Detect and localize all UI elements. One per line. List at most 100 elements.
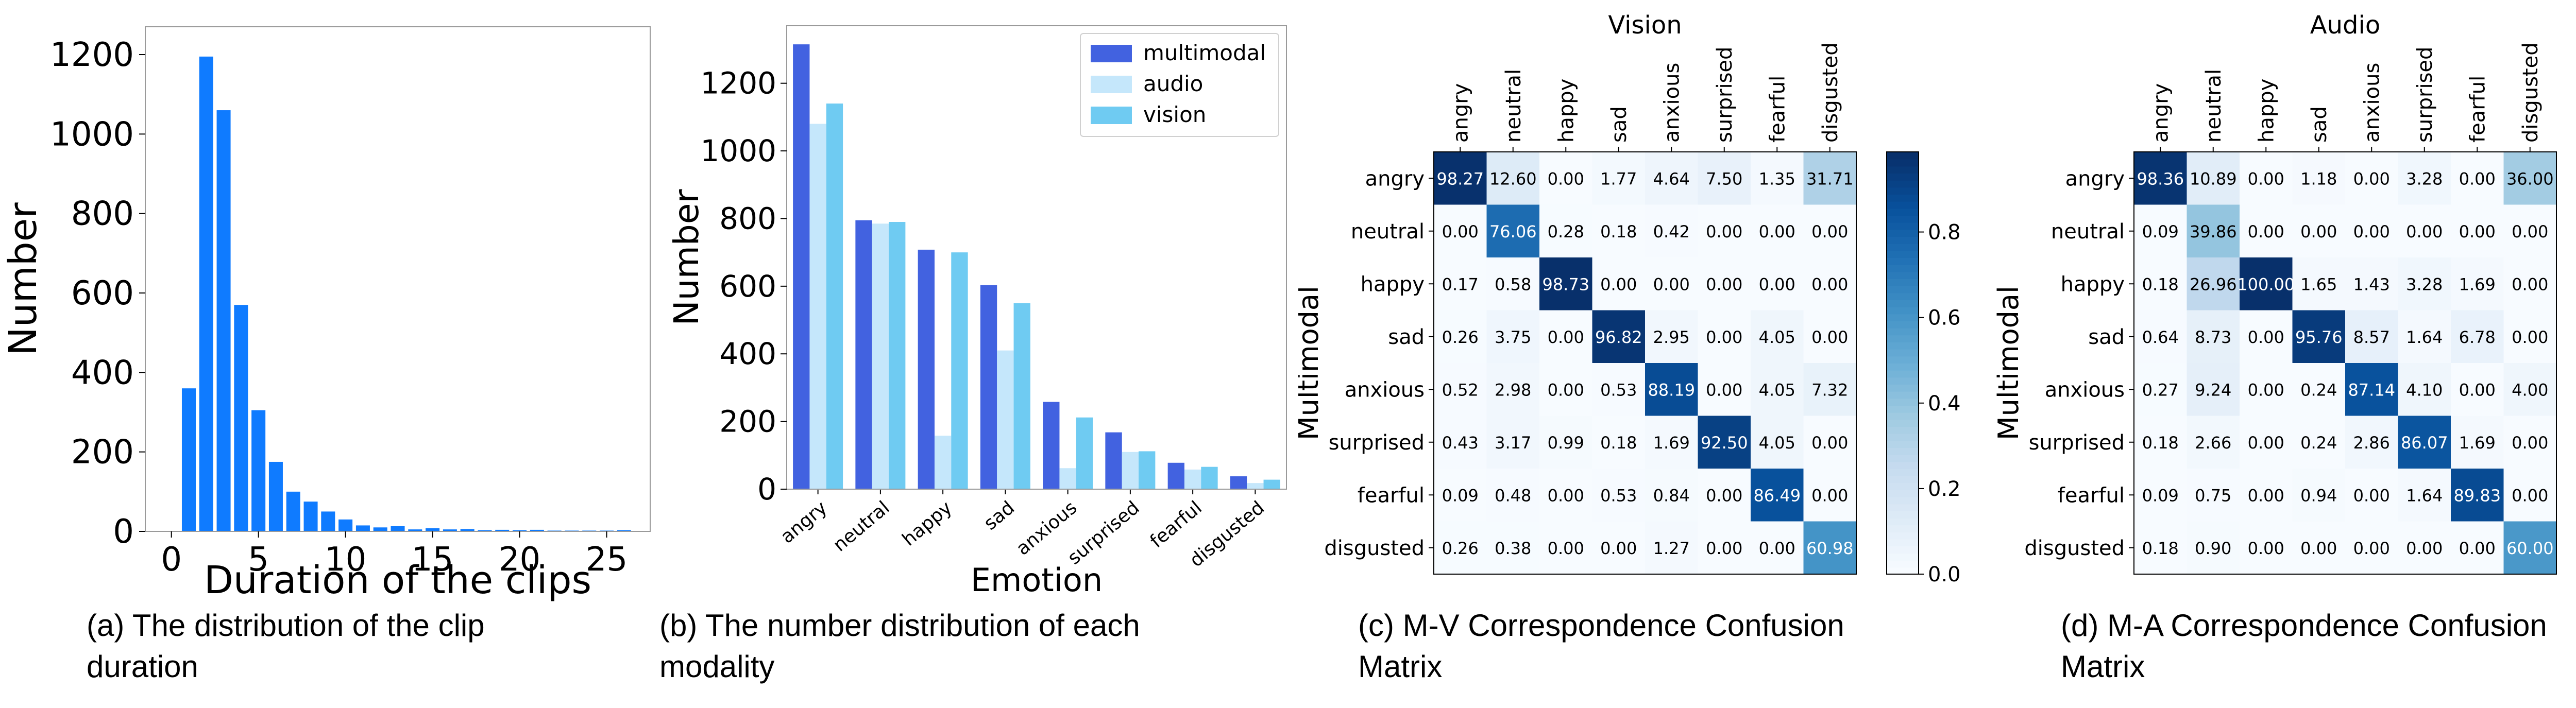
cell-value: 0.00: [1600, 274, 1637, 294]
row-label: sad: [1388, 325, 1425, 349]
matrix-cell: [2292, 416, 2345, 469]
bar-vision: [1201, 467, 1218, 489]
col-label: neutral: [1502, 69, 1526, 143]
histogram-bar: [268, 461, 283, 531]
cell-value: 0.00: [2353, 486, 2390, 505]
matrix-cell: [1592, 363, 1645, 416]
cell-value: 0.53: [1600, 380, 1637, 400]
bar-multimodal: [855, 220, 872, 490]
matrix-cell: [2345, 469, 2398, 522]
matrix-cell: [1434, 416, 1487, 469]
matrix-cell: [2187, 416, 2240, 469]
y-axis-label: Number: [667, 189, 706, 326]
col-label: disgusted: [2519, 42, 2543, 143]
row-label: surprised: [1329, 431, 1425, 455]
colorbar-segment: [1887, 187, 1919, 195]
col-label: neutral: [2202, 69, 2226, 143]
cell-value: 0.00: [1548, 486, 1584, 505]
matrix-cell: [2503, 204, 2556, 257]
matrix-cell: [2240, 363, 2293, 416]
matrix-cell: [1539, 521, 1592, 574]
cell-value: 0.00: [1706, 539, 1742, 558]
matrix-cell: [1645, 363, 1698, 416]
matrix-cell: [2503, 257, 2556, 310]
cell-value: 0.09: [2142, 222, 2179, 241]
matrix-cell: [1751, 363, 1804, 416]
colorbar-segment: [1887, 264, 1919, 272]
legend-label-vision: vision: [1143, 102, 1206, 127]
row-label: disgusted: [1324, 537, 1425, 560]
colorbar-segment: [1887, 546, 1919, 554]
cell-value: 3.75: [1495, 327, 1531, 347]
x-tick-label: 5: [248, 541, 269, 579]
matrix-cell: [1803, 469, 1856, 522]
matrix-cell: [1486, 363, 1539, 416]
cell-value: 0.00: [2512, 486, 2548, 505]
cell-value: 0.00: [2248, 486, 2284, 505]
matrix-cell: [1803, 521, 1856, 574]
colorbar-segment: [1887, 314, 1919, 321]
col-label: fearful: [1766, 76, 1789, 143]
colorbar-segment: [1887, 208, 1919, 216]
y-tick-label: 200: [719, 404, 776, 439]
y-tick-label: 600: [71, 274, 134, 313]
colorbar-segment: [1887, 250, 1919, 258]
colorbar-tick-label: 0.0: [1928, 563, 1961, 586]
histogram-bar: [443, 529, 457, 531]
cell-value: 0.00: [1706, 380, 1742, 400]
col-label: surprised: [2413, 47, 2437, 143]
cell-value: 0.00: [1548, 327, 1584, 347]
cell-value: 12.60: [1489, 169, 1537, 188]
histogram-bar: [391, 526, 405, 531]
x-tick-label: 25: [586, 541, 628, 579]
colorbar-segment: [1887, 300, 1919, 307]
matrix-cell: [2345, 521, 2398, 574]
cell-value: 0.43: [1442, 433, 1479, 453]
cell-value: 0.09: [1442, 486, 1479, 505]
cell-value: 0.00: [2248, 222, 2284, 241]
col-label: disgusted: [1819, 42, 1842, 143]
colorbar-segment: [1887, 222, 1919, 230]
histogram-bar: [286, 491, 300, 531]
matrix-cell: [1539, 204, 1592, 257]
cell-value: 0.94: [2300, 486, 2337, 505]
y-tick-label: 600: [719, 269, 776, 304]
bar-vision: [1076, 417, 1093, 489]
colorbar-segment: [1887, 271, 1919, 279]
matrix-cell: [1592, 521, 1645, 574]
cell-value: 88.19: [1648, 380, 1695, 400]
legend-label-audio: audio: [1143, 71, 1203, 96]
y-tick-label: 1200: [50, 36, 134, 74]
matrix-cell: [2451, 363, 2504, 416]
plot-frame: [145, 26, 651, 532]
cell-value: 98.73: [1542, 274, 1589, 294]
histogram-bar: [181, 388, 196, 531]
colorbar-segment: [1887, 194, 1919, 202]
cell-value: 0.17: [1442, 274, 1479, 294]
cell-value: 0.00: [2512, 274, 2548, 294]
colorbar-segment: [1887, 532, 1919, 540]
cell-value: 0.00: [1548, 380, 1584, 400]
x-tick-label: 20: [499, 541, 540, 579]
row-label: angry: [2065, 167, 2125, 191]
colorbar-segment: [1887, 321, 1919, 329]
matrix-cell: [1803, 152, 1856, 205]
matrix-cell: [2187, 310, 2240, 363]
cell-value: 0.00: [2248, 169, 2284, 188]
matrix-cell: [2134, 416, 2187, 469]
matrix-cell: [1751, 152, 1804, 205]
matrix-cell: [2398, 363, 2451, 416]
matrix-cell: [1539, 152, 1592, 205]
colorbar-segment: [1887, 173, 1919, 181]
matrix-cell: [2240, 521, 2293, 574]
matrix-cell: [1539, 469, 1592, 522]
colorbar-segment: [1887, 327, 1919, 336]
cell-value: 1.27: [1653, 539, 1690, 558]
col-label: happy: [1554, 79, 1578, 143]
cell-value: 92.50: [1701, 433, 1748, 453]
cell-value: 98.27: [1436, 169, 1484, 188]
matrix-cell: [2134, 257, 2187, 310]
matrix-cell: [2134, 310, 2187, 363]
bar-multimodal: [918, 249, 935, 489]
colorbar-segment: [1887, 363, 1919, 371]
